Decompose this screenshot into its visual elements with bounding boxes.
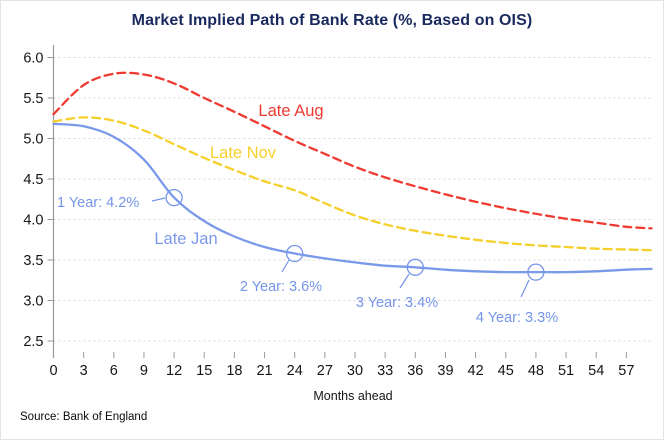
x-tick-label: 6 (110, 363, 118, 379)
x-tick-label: 57 (618, 363, 634, 379)
annotation-label: 1 Year: 4.2% (57, 195, 139, 211)
y-tick-label: 3.0 (23, 294, 43, 310)
annotation-connector (151, 197, 166, 202)
annotation-label: 3 Year: 3.4% (356, 295, 438, 311)
x-tick-label: 48 (528, 363, 544, 379)
x-tick-label: 21 (256, 363, 272, 379)
y-tick-label: 3.5 (23, 253, 43, 269)
source-note: Source: Bank of England (20, 411, 148, 423)
annotation-marker-circle (165, 188, 183, 207)
x-axis-label: Months ahead (313, 389, 393, 403)
y-tick-label: 4.0 (23, 213, 43, 229)
x-tick-label: 27 (317, 363, 333, 379)
x-tick-label: 12 (166, 363, 182, 379)
series-line-late-aug (52, 71, 653, 230)
y-tick-label: 6.0 (23, 51, 43, 67)
annotation-connector (520, 279, 530, 298)
x-tick-label: 24 (287, 363, 303, 379)
annotation-marker-circle (527, 263, 545, 281)
x-tick-label: 36 (407, 363, 423, 379)
x-tick-label: 0 (49, 363, 57, 379)
y-tick-label: 5.5 (23, 91, 43, 107)
x-tick-label: 51 (558, 363, 574, 379)
x-tick-label: 33 (377, 363, 393, 379)
y-tick-label: 2.5 (23, 334, 43, 350)
series-label: Late Jan (154, 230, 217, 248)
series-label: Late Nov (210, 144, 277, 162)
annotation-connector (281, 259, 290, 273)
annotation-marker-circle (286, 244, 304, 263)
x-tick-label: 15 (196, 363, 212, 379)
y-tick-label: 5.0 (23, 132, 43, 148)
x-tick-label: 42 (468, 363, 484, 379)
series-label: Late Aug (258, 102, 323, 120)
annotation-connector (399, 273, 410, 289)
series-line-late-jan (52, 122, 653, 274)
x-tick-label: 3 (80, 363, 88, 379)
chart-title: Market Implied Path of Bank Rate (%, Bas… (131, 12, 533, 29)
x-tick-label: 54 (588, 363, 604, 379)
annotation-label: 4 Year: 3.3% (476, 310, 558, 326)
annotation-label: 2 Year: 3.6% (240, 279, 322, 295)
x-tick-label: 30 (347, 363, 363, 379)
series-line-late-nov (52, 116, 653, 252)
x-tick-label: 18 (226, 363, 242, 379)
x-tick-label: 39 (437, 363, 453, 379)
x-tick-label: 9 (140, 363, 148, 379)
x-tick-label: 45 (498, 363, 514, 379)
y-tick-label: 4.5 (23, 172, 43, 188)
annotation-marker-circle (406, 258, 424, 276)
